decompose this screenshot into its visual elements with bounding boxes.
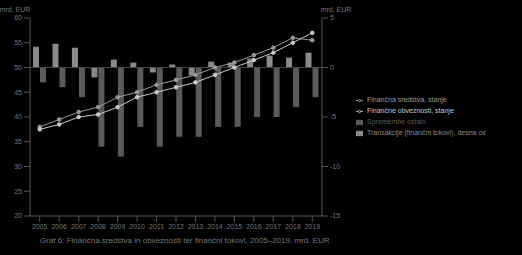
svg-text:2011: 2011 xyxy=(149,223,164,230)
svg-text:45: 45 xyxy=(14,89,22,96)
html-text:Finančne obveznosti, stanje: Finančne obveznosti, stanje xyxy=(367,107,454,114)
svg-text:2013: 2013 xyxy=(188,223,204,230)
svg-text:40: 40 xyxy=(14,113,22,120)
svg-text:mrd. EUR: mrd. EUR xyxy=(321,6,352,13)
svg-text:0: 0 xyxy=(330,64,334,71)
html-text:Graf 6: Finančna sredstva in o: Graf 6: Finančna sredstva in obveznosti … xyxy=(40,236,330,245)
svg-text:2010: 2010 xyxy=(129,223,145,230)
svg-text:30: 30 xyxy=(14,163,22,170)
svg-text:25: 25 xyxy=(14,188,22,195)
svg-text:mrd. EUR: mrd. EUR xyxy=(8,6,30,13)
svg-text:-5: -5 xyxy=(330,113,336,120)
svg-text:2016: 2016 xyxy=(246,223,262,230)
svg-text:35: 35 xyxy=(14,138,22,145)
svg-text:2019: 2019 xyxy=(304,223,320,230)
html-text:Finančna sredstva, stanje: Finančna sredstva, stanje xyxy=(367,96,447,103)
svg-text:2014: 2014 xyxy=(207,223,223,230)
svg-text:2007: 2007 xyxy=(71,223,87,230)
html-text:Spremembe ostalo: Spremembe ostalo xyxy=(367,118,426,125)
svg-text:20: 20 xyxy=(14,212,22,219)
svg-text:50: 50 xyxy=(14,64,22,71)
svg-text:2017: 2017 xyxy=(266,223,282,230)
html-text:Transakcije (finančni tokovi),: Transakcije (finančni tokovi), desna os xyxy=(367,129,486,136)
svg-text:2009: 2009 xyxy=(110,223,126,230)
svg-text:2012: 2012 xyxy=(168,223,184,230)
svg-text:-15: -15 xyxy=(330,212,340,219)
svg-text:2005: 2005 xyxy=(32,223,48,230)
svg-text:5: 5 xyxy=(330,14,334,21)
svg-text:-10: -10 xyxy=(330,163,340,170)
svg-text:2006: 2006 xyxy=(51,223,67,230)
svg-text:2015: 2015 xyxy=(227,223,243,230)
svg-text:55: 55 xyxy=(14,39,22,46)
svg-text:2008: 2008 xyxy=(90,223,106,230)
svg-text:60: 60 xyxy=(14,14,22,21)
svg-text:2018: 2018 xyxy=(285,223,301,230)
